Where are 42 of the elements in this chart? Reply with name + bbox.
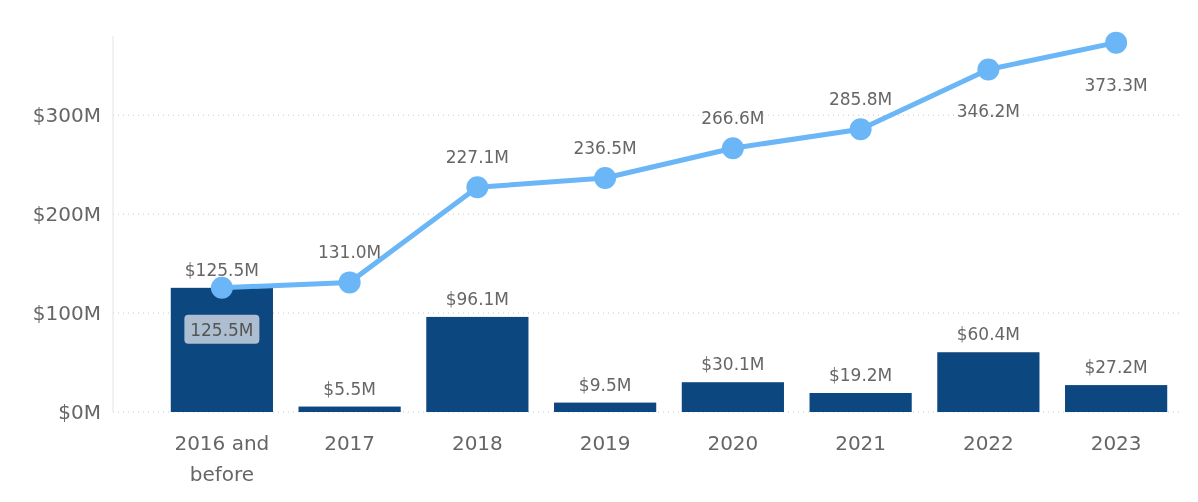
point bbox=[338, 271, 361, 294]
x-tick-label: 2016 and before bbox=[174, 431, 270, 486]
data-label: 125.5M bbox=[190, 319, 254, 340]
x-tick-label: 2022 bbox=[962, 431, 1014, 455]
bar bbox=[426, 316, 529, 412]
data-label: $60.4M bbox=[956, 324, 1021, 345]
point bbox=[594, 167, 617, 189]
bar bbox=[298, 406, 401, 412]
bar bbox=[809, 393, 912, 412]
bar bbox=[681, 382, 784, 412]
data-label: $27.2M bbox=[1084, 357, 1148, 378]
data-label: 131.0M bbox=[317, 242, 382, 263]
point bbox=[977, 58, 1000, 81]
y-tick-label: $200M bbox=[32, 202, 101, 227]
data-label: 266.6M bbox=[701, 108, 765, 129]
data-label: $30.1M bbox=[701, 354, 765, 375]
y-tick-label: $300M bbox=[32, 103, 101, 128]
x-tick-label: 2019 bbox=[579, 431, 631, 455]
data-label: 285.8M bbox=[828, 89, 893, 110]
y-tick-label: $100M bbox=[32, 301, 101, 326]
data-label: $5.5M bbox=[323, 378, 376, 399]
x-tick-label: 2017 bbox=[324, 431, 376, 455]
y-tick-label: $0M bbox=[58, 400, 101, 424]
data-label: 346.2M bbox=[956, 101, 1021, 122]
x-tick-label: 2023 bbox=[1090, 431, 1142, 455]
bar bbox=[937, 352, 1040, 412]
point bbox=[721, 137, 744, 160]
x-tick-label: 2020 bbox=[707, 431, 759, 455]
data-label: $125.5M bbox=[184, 259, 259, 280]
data-label: $19.2M bbox=[828, 365, 893, 385]
point bbox=[466, 176, 489, 199]
bar bbox=[554, 402, 657, 412]
point bbox=[1105, 31, 1128, 54]
x-tick-label: 2021 bbox=[835, 431, 887, 455]
bar bbox=[1065, 385, 1168, 412]
point bbox=[849, 118, 872, 141]
x-tick-label: 2018 bbox=[451, 431, 503, 455]
data-label: 227.1M bbox=[445, 147, 510, 168]
data-label: $96.1M bbox=[445, 288, 510, 309]
data-label: 373.3M bbox=[1084, 74, 1148, 95]
data-label: $9.5M bbox=[578, 374, 632, 395]
data-label: 236.5M bbox=[573, 137, 637, 158]
